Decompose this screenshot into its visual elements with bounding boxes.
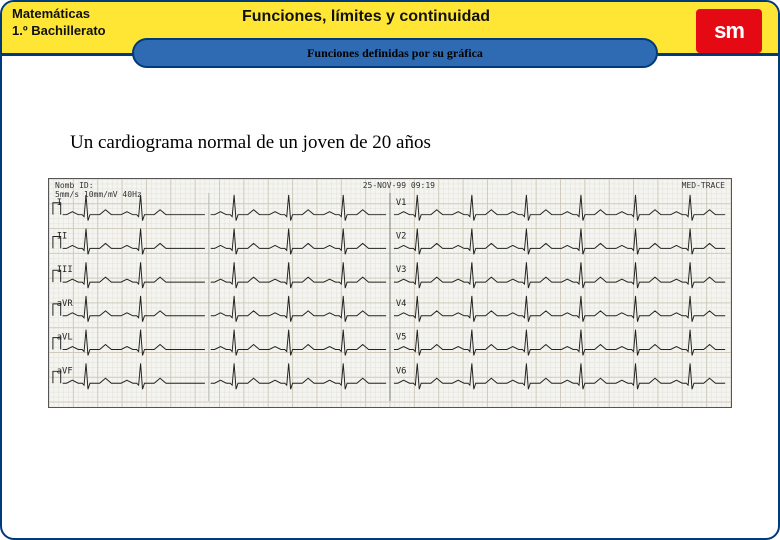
ecg-meta-center: 25-NOV-99 09:19 — [363, 181, 435, 190]
svg-text:aVL: aVL — [57, 333, 73, 343]
svg-text:II: II — [57, 231, 68, 241]
body-text: Un cardiograma normal de un joven de 20 … — [70, 132, 740, 154]
subtitle-bar: Funciones definidas por su gráfica — [132, 38, 658, 68]
svg-text:V3: V3 — [396, 265, 407, 275]
ecg-meta-left-line1: Nomb ID: — [55, 181, 94, 190]
svg-text:V2: V2 — [396, 231, 407, 241]
svg-text:V6: V6 — [396, 366, 407, 376]
svg-text:V1: V1 — [396, 198, 407, 208]
logo-text: sm — [714, 18, 744, 44]
subject-text: Matemáticas — [12, 6, 142, 23]
svg-text:I: I — [57, 198, 62, 208]
publisher-logo: sm — [696, 9, 762, 53]
svg-text:aVR: aVR — [57, 299, 73, 309]
content-area: Un cardiograma normal de un joven de 20 … — [2, 74, 778, 538]
subtitle-text: Funciones definidas por su gráfica — [307, 46, 483, 61]
ecg-figure: Nomb ID: 5mm/s 10mm/mV 40Hz 25-NOV-99 09… — [48, 178, 732, 408]
svg-text:V4: V4 — [396, 299, 407, 309]
svg-text:V5: V5 — [396, 333, 407, 343]
ecg-meta-left: Nomb ID: 5mm/s 10mm/mV 40Hz — [55, 181, 142, 199]
topic-title: Funciones, límites y continuidad — [242, 8, 490, 26]
slide-page: Matemáticas 1.º Bachillerato Funciones, … — [0, 0, 780, 540]
subject-block: Matemáticas 1.º Bachillerato — [2, 2, 152, 40]
svg-text:III: III — [57, 265, 73, 275]
level-text: 1.º Bachillerato — [12, 23, 142, 40]
svg-text:aVF: aVF — [57, 366, 73, 376]
ecg-meta-left-line2: 5mm/s 10mm/mV 40Hz — [55, 190, 142, 199]
ecg-meta-right: MED-TRACE — [682, 181, 725, 190]
ecg-svg: I V1 II V2 III V3 aVR V4 aVL V5 aVF V6 — [49, 179, 731, 407]
